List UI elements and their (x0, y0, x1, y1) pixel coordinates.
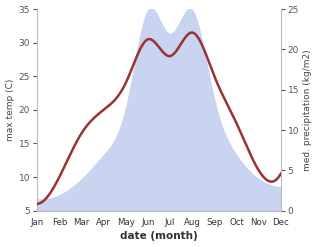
Y-axis label: med. precipitation (kg/m2): med. precipitation (kg/m2) (303, 49, 313, 171)
Y-axis label: max temp (C): max temp (C) (5, 79, 15, 141)
X-axis label: date (month): date (month) (120, 231, 198, 242)
